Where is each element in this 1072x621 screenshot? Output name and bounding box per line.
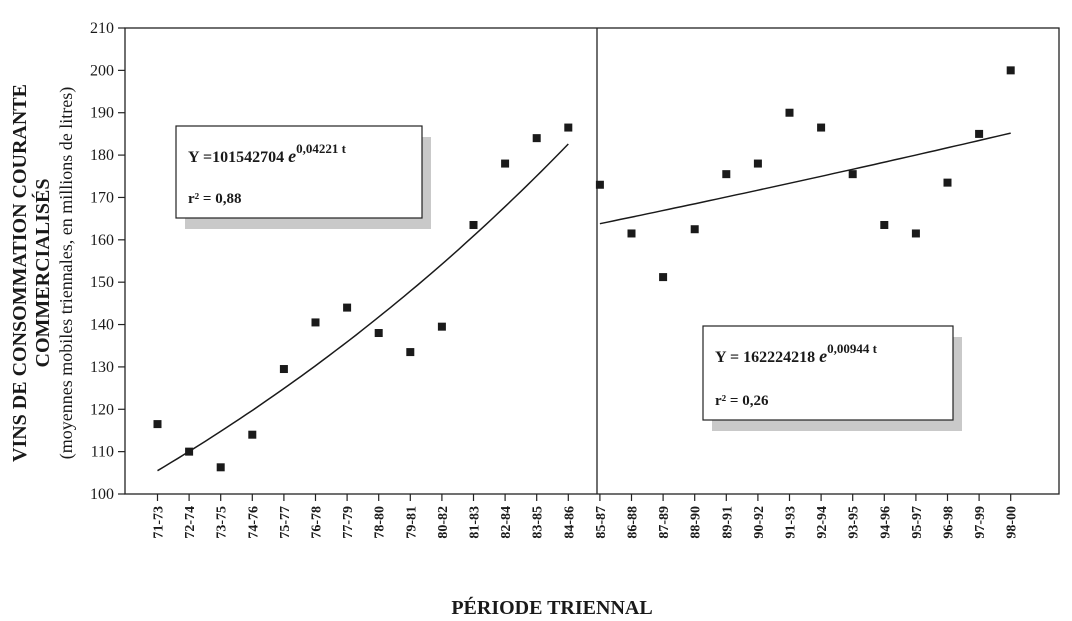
x-tick-label: 79-81 bbox=[404, 506, 419, 539]
x-tick-label: 98-00 bbox=[1005, 506, 1020, 539]
y-tick-label: 210 bbox=[90, 20, 114, 37]
x-tick-label: 78-80 bbox=[373, 506, 388, 539]
y-tick-label: 110 bbox=[91, 444, 114, 461]
y-tick-label: 100 bbox=[90, 486, 114, 503]
y-tick-label: 120 bbox=[90, 401, 114, 418]
x-tick-label: 86-88 bbox=[626, 506, 641, 539]
x-tick-label: 81-83 bbox=[468, 506, 483, 539]
x-tick-label: 88-90 bbox=[689, 506, 704, 539]
y-tick-label: 160 bbox=[90, 232, 114, 249]
y-axis-title-line-2: COMMERCIALISÉS bbox=[31, 179, 54, 368]
x-axis-title: PÉRIODE TRIENNAL bbox=[451, 596, 652, 619]
r2-label-1: r² = 0,88 bbox=[188, 191, 241, 207]
x-axis: 71-73 72-74 73-75 74-76 75-77 76-78 77-79 78-80… bbox=[152, 494, 1020, 539]
data-point bbox=[722, 170, 731, 179]
equation-2: Y = 162224218 e0,00944 t bbox=[715, 341, 878, 366]
y-tick-label: 170 bbox=[90, 189, 114, 206]
x-tick-label: 95-97 bbox=[910, 506, 925, 539]
equation-1-base: e bbox=[288, 146, 296, 166]
data-point bbox=[975, 129, 984, 138]
y-axis-title-line-3: (moyennes mobiles triennales, en million… bbox=[56, 87, 77, 459]
x-tick-label: 96-98 bbox=[942, 506, 957, 539]
data-point bbox=[880, 220, 889, 229]
equation-box-1: Y =101542704 e0,04221 t r² = 0,88 bbox=[175, 125, 431, 229]
x-tick-label: 80-82 bbox=[436, 506, 451, 539]
x-tick-label: 76-78 bbox=[310, 506, 325, 539]
data-point bbox=[595, 180, 604, 189]
x-tick-label: 83-85 bbox=[531, 506, 546, 539]
x-tick-label: 94-96 bbox=[878, 506, 893, 539]
data-point bbox=[374, 329, 383, 338]
trend-line-1 bbox=[157, 143, 569, 472]
y-tick-label: 150 bbox=[90, 274, 114, 291]
data-point bbox=[311, 318, 320, 327]
data-point bbox=[785, 108, 794, 117]
data-point bbox=[943, 178, 952, 187]
data-point bbox=[279, 365, 288, 374]
equation-1-prefix: Y =101542704 bbox=[188, 149, 288, 166]
y-tick-label: 190 bbox=[90, 105, 114, 122]
equation-box-2-frame bbox=[702, 325, 954, 421]
data-point bbox=[343, 303, 352, 312]
equation-2-base: e bbox=[819, 346, 827, 366]
y-tick-label: 200 bbox=[90, 62, 114, 79]
data-point bbox=[564, 123, 573, 132]
data-point bbox=[817, 123, 826, 132]
data-point bbox=[501, 159, 510, 168]
equation-1-exponent: 0,04221 t bbox=[296, 141, 347, 156]
x-tick-label: 74-76 bbox=[246, 506, 261, 539]
data-point bbox=[532, 134, 541, 143]
r2-label-2: r² = 0,26 bbox=[715, 393, 769, 409]
data-point bbox=[911, 229, 920, 238]
x-tick-label: 89-91 bbox=[720, 506, 735, 539]
y-tick-label: 180 bbox=[90, 147, 114, 164]
x-tick-label: 97-99 bbox=[973, 506, 988, 539]
data-point bbox=[248, 430, 257, 439]
x-tick-label: 84-86 bbox=[562, 506, 577, 539]
equation-box-1-frame bbox=[175, 125, 423, 219]
equation-2-prefix: Y = 162224218 bbox=[715, 349, 819, 366]
trend-lines bbox=[157, 132, 1011, 472]
x-tick-label: 93-95 bbox=[847, 506, 862, 539]
x-tick-label: 72-74 bbox=[183, 506, 198, 539]
data-point bbox=[1006, 66, 1015, 75]
data-point bbox=[659, 273, 668, 282]
equation-1: Y =101542704 e0,04221 t bbox=[188, 141, 347, 166]
y-tick-label: 140 bbox=[90, 317, 114, 334]
x-tick-label: 87-89 bbox=[657, 506, 672, 539]
data-point bbox=[690, 225, 699, 234]
y-axis-title: VINS DE CONSOMMATION COURANTE COMMERCIAL… bbox=[9, 84, 77, 462]
data-point bbox=[185, 447, 194, 456]
data-point bbox=[437, 322, 446, 331]
y-axis: 100 110 120 130 140 150 160 170 180 190 200 210 bbox=[90, 20, 125, 503]
equation-2-exponent: 0,00944 t bbox=[827, 341, 878, 356]
x-tick-label: 85-87 bbox=[594, 506, 609, 539]
x-tick-label: 91-93 bbox=[784, 506, 799, 539]
plot-frame bbox=[124, 27, 1060, 495]
x-tick-label: 73-75 bbox=[215, 506, 230, 539]
y-tick-label: 130 bbox=[90, 359, 114, 376]
data-point bbox=[216, 463, 225, 472]
data-point bbox=[753, 159, 762, 168]
x-tick-label: 92-94 bbox=[815, 506, 830, 539]
data-points bbox=[153, 66, 1015, 472]
equation-box-2: Y = 162224218 e0,00944 t r² = 0,26 bbox=[702, 325, 962, 431]
data-point bbox=[469, 220, 478, 229]
data-point bbox=[627, 229, 636, 238]
x-tick-label: 71-73 bbox=[152, 506, 167, 539]
data-point bbox=[153, 420, 162, 429]
x-tick-label: 82-84 bbox=[499, 506, 514, 539]
data-point bbox=[406, 348, 415, 357]
y-axis-title-line-1: VINS DE CONSOMMATION COURANTE bbox=[9, 84, 31, 462]
x-tick-label: 90-92 bbox=[752, 506, 767, 539]
data-point bbox=[848, 170, 857, 179]
trend-line-2 bbox=[599, 132, 1011, 225]
x-tick-label: 75-77 bbox=[278, 506, 293, 539]
x-tick-label: 77-79 bbox=[341, 506, 356, 539]
